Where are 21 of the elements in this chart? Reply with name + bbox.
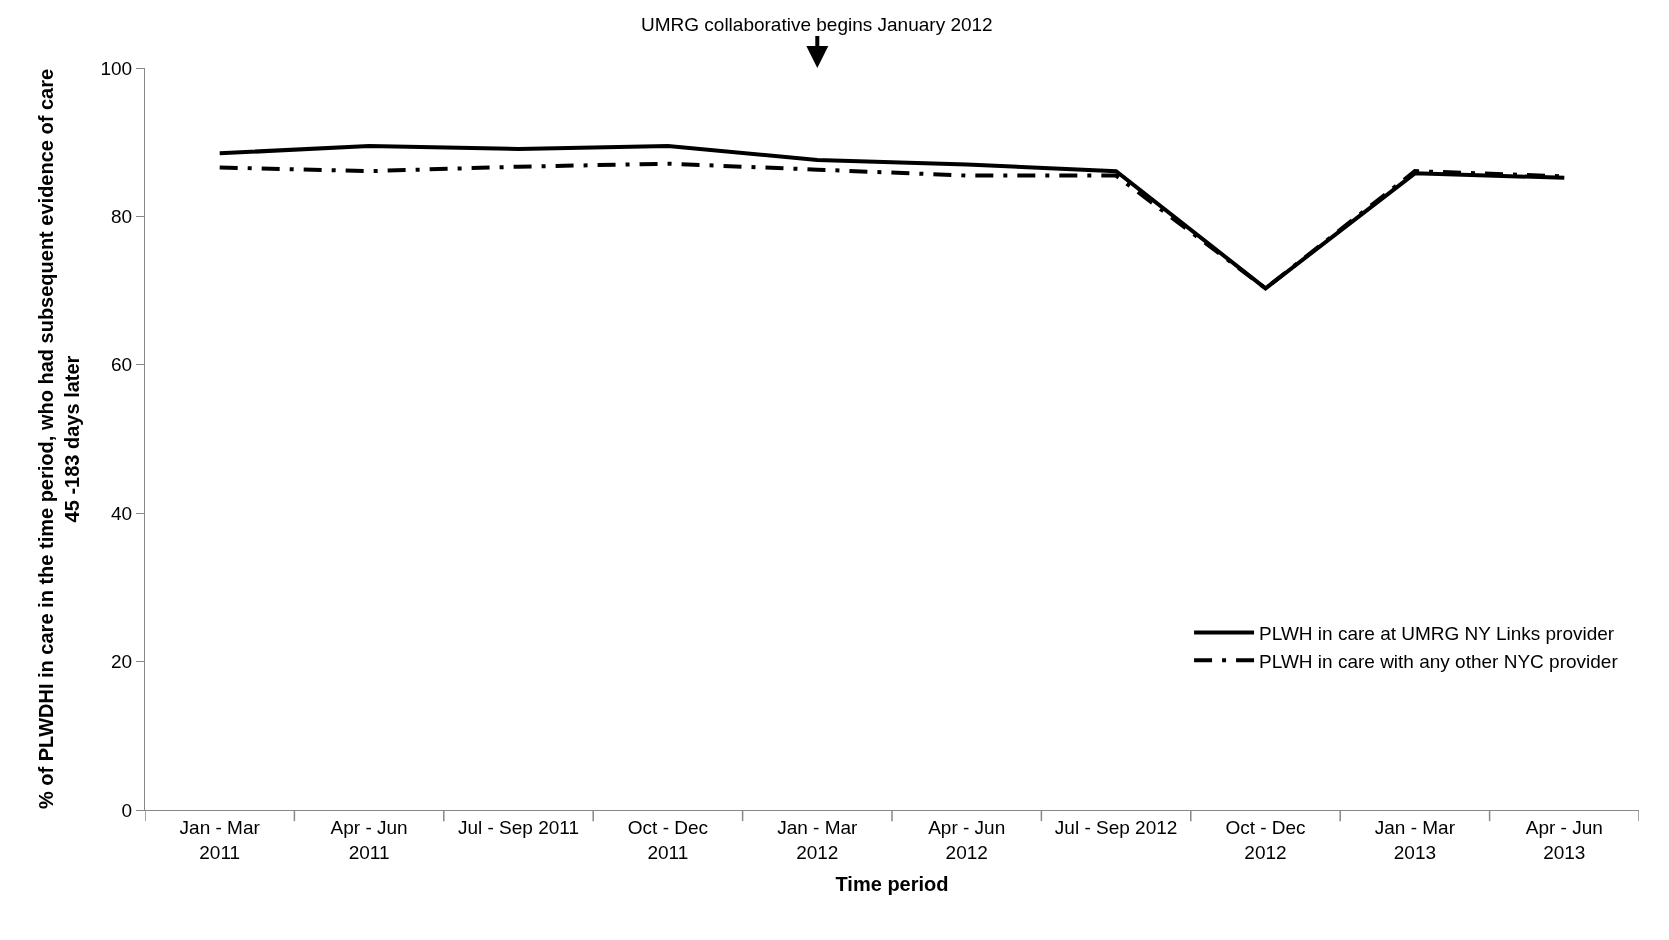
x-tick-label: Jan - Mar 2011 [179,816,261,863]
y-tick-label: 40 [111,502,133,524]
y-tick-label: 100 [100,57,133,79]
y-tick-label: 0 [121,799,133,821]
x-tick-label: Jan - Mar 2013 [1374,816,1456,863]
x-tick-label: Jul - Sep 2011 [457,816,580,838]
text: UMRG collaborative begins January 2012 [641,14,993,35]
x-tick-label: Oct - Dec 2012 [1225,816,1306,863]
legend-label: PLWH in care with any other NYC provider [1259,650,1619,672]
x-tick-label: Jul - Sep 2012 [1054,816,1178,838]
y-tick-label: 20 [111,651,133,673]
y-axis-title: % of PLWDHI in care in the time period, who had subsequent evidence of care 45 -183 days later [35,68,83,810]
x-axis-title: Time period [835,873,949,895]
y-tick-label: 60 [111,354,133,376]
x-tick-label: Apr - Jun 2012 [928,816,1006,863]
x-tick-label: Apr - Jun 2011 [330,816,408,863]
x-tick-label: Oct - Dec 2011 [627,816,709,863]
y-tick-label: 80 [111,206,133,228]
x-tick-label: Apr - Jun 2013 [1525,816,1603,863]
legend-label: PLWH in care at UMRG NY Links provider [1259,623,1615,645]
x-tick-label: Jan - Mar 2012 [777,816,859,863]
